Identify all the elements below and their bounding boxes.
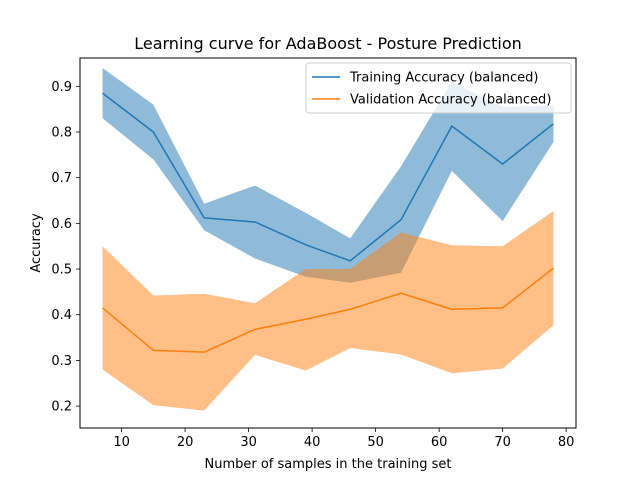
training-accuracy-balanced-line <box>102 92 554 262</box>
x-axis-ticks: 10 20 30 40 50 60 70 80 <box>113 428 574 450</box>
x-tick-label: 80 <box>558 435 575 450</box>
x-tick-label: 30 <box>240 435 257 450</box>
y-tick-label: 0.3 <box>51 354 72 369</box>
legend-box <box>305 62 572 114</box>
y-tick-label: 0.8 <box>51 126 72 141</box>
training-accuracy-balanced-band <box>102 68 554 283</box>
y-tick-label: 0.5 <box>51 263 72 278</box>
legend: Training Accuracy (balanced) Validation A… <box>305 62 572 114</box>
x-tick-label: 20 <box>177 435 194 450</box>
x-tick-label: 50 <box>367 435 384 450</box>
y-tick-label: 0.4 <box>51 308 72 323</box>
validation-accuracy-balanced-line <box>102 267 554 353</box>
y-tick-label: 0.2 <box>51 400 72 415</box>
legend-entry-label: Validation Accuracy (balanced) <box>350 93 551 108</box>
x-tick-label: 10 <box>113 435 130 450</box>
legend-entry-label: Training Accuracy (balanced) <box>349 71 539 86</box>
x-tick-label: 70 <box>494 435 511 450</box>
confidence-bands <box>102 68 554 411</box>
x-tick-label: 40 <box>304 435 321 450</box>
y-tick-label: 0.6 <box>51 217 72 232</box>
validation-accuracy-balanced-band <box>102 211 554 411</box>
plot-frame <box>79 57 577 429</box>
x-tick-label: 60 <box>431 435 448 450</box>
series-lines <box>102 92 554 353</box>
y-tick-label: 0.9 <box>51 80 72 95</box>
y-axis-label: Accuracy <box>29 213 44 273</box>
y-axis-ticks: 0.2 0.3 0.4 0.5 0.6 0.7 0.8 0.9 <box>51 80 80 415</box>
x-axis-label: Number of samples in the training set <box>205 457 452 472</box>
y-tick-label: 0.7 <box>51 171 72 186</box>
chart-title: Learning curve for AdaBoost - Posture Pr… <box>134 34 522 53</box>
